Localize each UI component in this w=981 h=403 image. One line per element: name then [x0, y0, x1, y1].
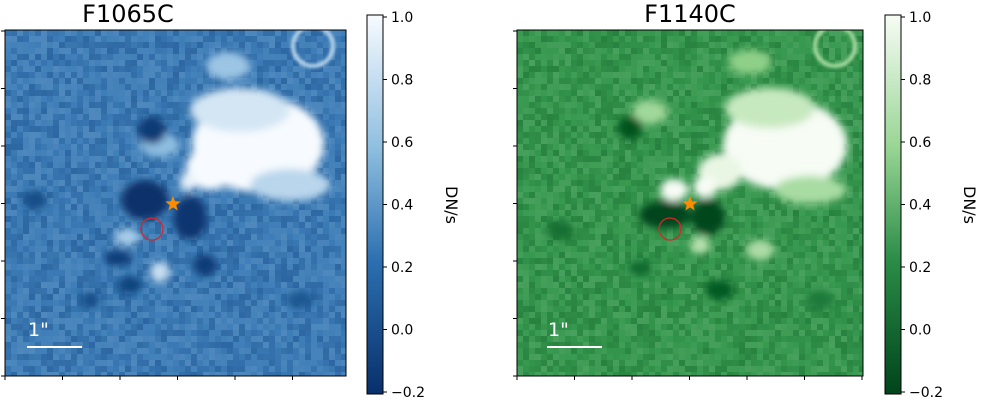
star-marker: [165, 196, 181, 211]
colorbar-tick-label: 1.0: [391, 10, 413, 26]
colorbar-tick-label: 0.2: [909, 260, 931, 276]
image-ticks: [513, 30, 863, 380]
colorbar-tick-label: 0.2: [391, 260, 413, 276]
colorbar: 1.0 0.8 0.6 0.4 0.2 0.0 −0.2 DN/s: [884, 10, 979, 401]
colorbar-tick-label: −0.2: [391, 385, 425, 401]
colorbar-gradient: [884, 14, 902, 395]
colorbar-gradient: [366, 14, 384, 395]
heatmap-image: [517, 30, 863, 376]
panel-title: F1140C: [644, 0, 736, 28]
panel-f1140c: F1140C: [513, 0, 979, 401]
heatmap-image: [5, 30, 346, 376]
colorbar-tick-label: 0.4: [909, 198, 931, 214]
colorbar-tick-label: 0.0: [909, 323, 931, 339]
star-marker: [682, 196, 698, 211]
image-ticks: [1, 30, 293, 380]
colorbar-tick-label: 0.4: [391, 198, 413, 214]
colorbar-tick-label: −0.2: [909, 385, 943, 401]
panel-title: F1065C: [82, 0, 174, 28]
colorbar-tick-label: 1.0: [909, 10, 931, 26]
colorbar-tick-label: 0.8: [391, 73, 413, 89]
colorbar-label: DN/s: [442, 186, 461, 224]
circle-marker: [658, 217, 682, 241]
colorbar-tick-label: 0.8: [909, 73, 931, 89]
colorbar-tick-label: 0.0: [391, 323, 413, 339]
colorbar-tick-label: 0.6: [391, 135, 413, 151]
colorbar-tick-label: 0.6: [909, 135, 931, 151]
circle-marker: [140, 217, 164, 241]
colorbar-label: DN/s: [960, 186, 979, 224]
scale-bar-label: 1": [548, 319, 569, 341]
colorbar: 1.0 0.8 0.6 0.4 0.2 0.0 −0.2 DN/s: [366, 10, 461, 401]
scale-bar-label: 1": [28, 319, 49, 341]
panel-f1065c: F1065C: [1, 0, 461, 401]
